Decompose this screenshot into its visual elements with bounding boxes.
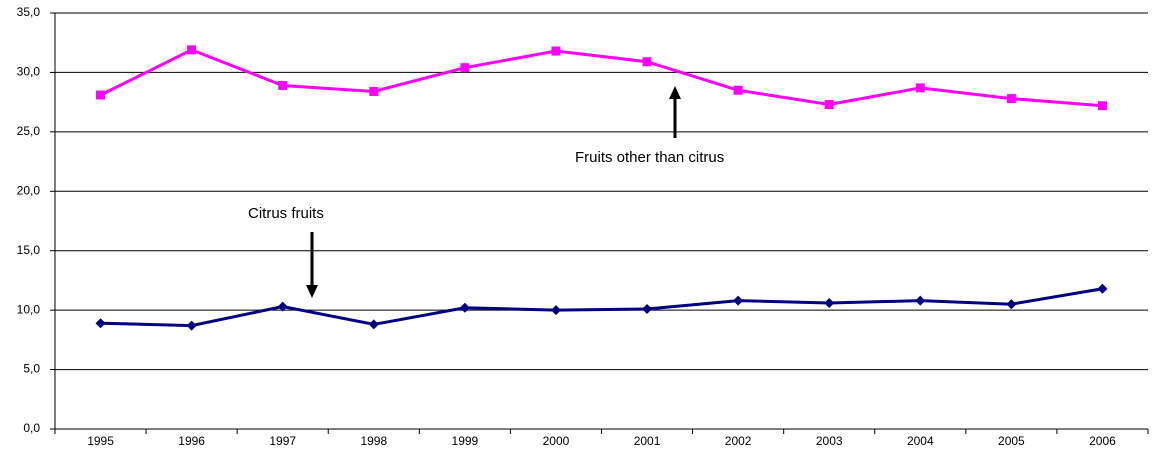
y-tick-label: 20,0 — [17, 183, 41, 197]
marker — [733, 85, 743, 95]
series-line — [100, 287, 1103, 328]
x-tick-label: 2001 — [634, 434, 661, 448]
marker — [1006, 94, 1016, 104]
marker — [824, 298, 835, 309]
marker — [1006, 299, 1017, 310]
arrows — [306, 86, 681, 298]
x-tick-label: 1997 — [269, 434, 296, 448]
marker — [369, 86, 379, 96]
x-tick-label: 1995 — [87, 434, 114, 448]
marker — [915, 83, 925, 93]
y-tick-label: 35,0 — [17, 5, 41, 19]
annotation: Citrus fruits — [248, 205, 324, 222]
marker — [642, 57, 652, 67]
marker — [824, 100, 834, 110]
marker — [642, 303, 653, 314]
x-tick-label: 2005 — [998, 434, 1025, 448]
x-tick-label: 2006 — [1089, 434, 1116, 448]
y-tick-label: 15,0 — [17, 243, 41, 257]
marker — [1097, 283, 1108, 294]
arrow-head — [669, 86, 681, 99]
x-tick-label: 2000 — [543, 434, 570, 448]
x-tick-label: 2004 — [907, 434, 934, 448]
annotation: Fruits other than citrus — [575, 149, 724, 166]
y-tick-label: 30,0 — [17, 65, 41, 79]
marker — [733, 295, 744, 306]
marker — [187, 45, 197, 55]
marker — [186, 320, 197, 331]
y-tick-label: 0,0 — [23, 421, 40, 435]
y-tick-label: 5,0 — [23, 362, 40, 376]
x-tick-label: 2003 — [816, 434, 843, 448]
x-tick-label: 1996 — [178, 434, 205, 448]
series-line — [99, 48, 1103, 108]
marker — [277, 301, 288, 312]
y-tick-label: 25,0 — [17, 124, 41, 138]
marker — [459, 302, 470, 313]
marker — [1097, 101, 1107, 111]
marker — [368, 319, 379, 330]
x-tick-label: 2002 — [725, 434, 752, 448]
marker — [278, 81, 288, 91]
marker — [460, 63, 470, 73]
marker — [550, 305, 561, 316]
marker — [95, 318, 106, 329]
y-tick-label: 10,0 — [17, 302, 41, 316]
plot: 0,0 5,0 10,0 15,0 20,0 25,0 30,0 35,0 1995 1996 19… — [17, 5, 1149, 448]
marker — [96, 90, 106, 100]
x-tick-label: 1999 — [452, 434, 479, 448]
x-tick-label: 1998 — [360, 434, 387, 448]
marker — [551, 46, 561, 56]
arrow-head — [306, 285, 318, 298]
marker — [915, 295, 926, 306]
